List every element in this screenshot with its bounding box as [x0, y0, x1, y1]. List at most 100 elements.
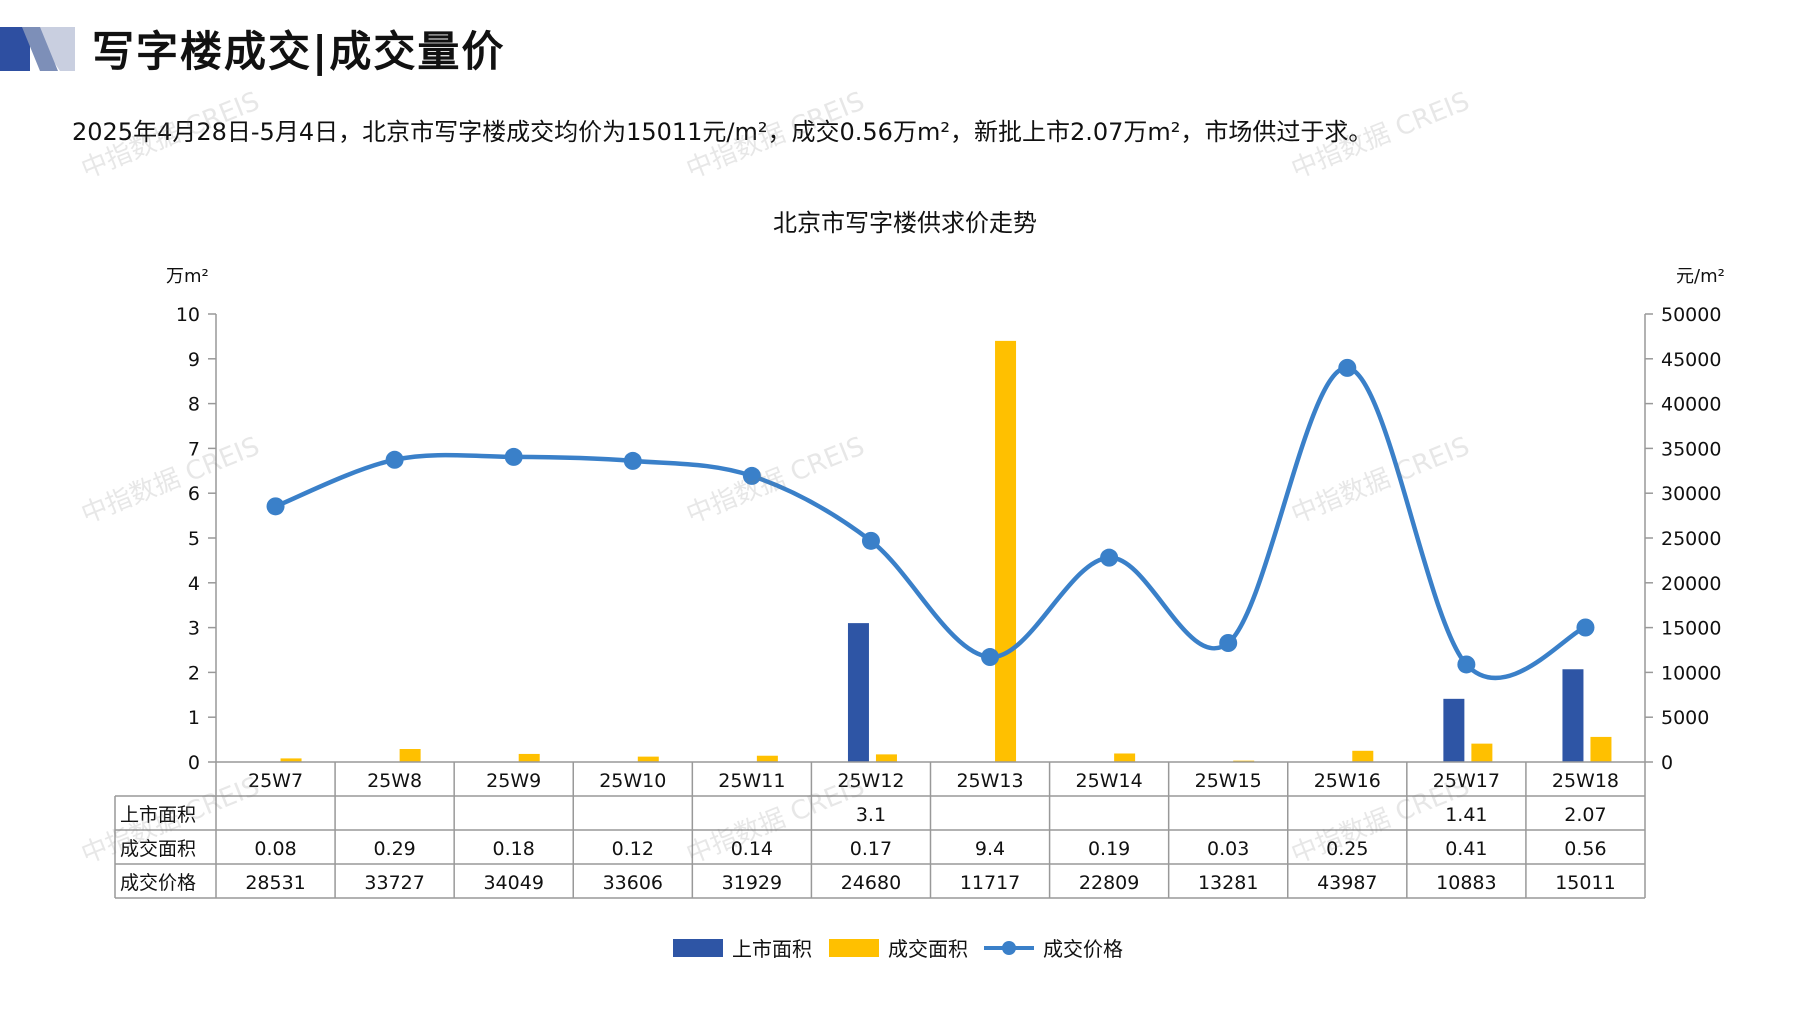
- y-right-tick-label: 25000: [1661, 528, 1721, 550]
- table-cell: 34049: [483, 872, 543, 894]
- table-cell: 0.03: [1207, 838, 1249, 860]
- bar-sold: [1352, 750, 1374, 762]
- bar-supply: [1443, 698, 1465, 762]
- table-cell: 1.41: [1445, 804, 1487, 826]
- table-cell: 0.29: [373, 838, 415, 860]
- table-cell: 28531: [245, 872, 305, 894]
- category-label: 25W15: [1195, 770, 1262, 792]
- price-point: [1219, 634, 1238, 653]
- table-row-header: 成交价格: [120, 872, 196, 894]
- y-right-tick-label: 20000: [1661, 573, 1721, 595]
- price-point: [1100, 548, 1119, 567]
- y-right-tick-label: 40000: [1661, 394, 1721, 416]
- category-label: 25W11: [718, 770, 785, 792]
- table-cell: 11717: [960, 872, 1020, 894]
- table-cell: 43987: [1317, 872, 1377, 894]
- table-cell: 0.17: [850, 838, 892, 860]
- y-right-tick-label: 50000: [1661, 304, 1721, 326]
- category-label: 25W9: [486, 770, 541, 792]
- legend-label-supply: 上市面积: [732, 937, 812, 961]
- bar-sold: [637, 756, 659, 762]
- table-cell: 10883: [1436, 872, 1496, 894]
- y-left-tick-label: 3: [188, 618, 200, 640]
- y-left-tick-label: 9: [188, 349, 200, 371]
- price-point: [981, 648, 1000, 667]
- table-cell: 0.41: [1445, 838, 1487, 860]
- category-label: 25W12: [837, 770, 904, 792]
- y-left-tick-label: 5: [188, 528, 200, 550]
- table-cell: 31929: [722, 872, 782, 894]
- table-cell: 0.14: [731, 838, 773, 860]
- table-cell: 0.19: [1088, 838, 1130, 860]
- price-point: [1338, 358, 1357, 377]
- bar-sold: [399, 749, 421, 762]
- y-right-tick-label: 5000: [1661, 707, 1709, 729]
- summary-text: 2025年4月28日-5月4日，北京市写字楼成交均价为15011元/m²，成交0…: [72, 118, 1373, 146]
- y-right-tick-label: 0: [1661, 752, 1673, 774]
- y-right-tick-label: 30000: [1661, 483, 1721, 505]
- y-right-tick-label: 10000: [1661, 662, 1721, 684]
- bar-supply: [847, 623, 869, 762]
- price-point: [1457, 655, 1476, 674]
- table-cell: 0.12: [612, 838, 654, 860]
- category-label: 25W10: [599, 770, 666, 792]
- table-cell: 15011: [1555, 872, 1615, 894]
- y-left-tick-label: 10: [176, 304, 200, 326]
- category-label: 25W16: [1314, 770, 1381, 792]
- y-right-unit: 元/m²: [1676, 266, 1725, 287]
- table-row-header: 成交面积: [120, 838, 196, 860]
- price-point: [385, 450, 404, 469]
- legend-marker-price: [1002, 941, 1016, 955]
- table-cell: 9.4: [975, 838, 1005, 860]
- bar-sold: [1471, 743, 1493, 762]
- table-cell: 0.08: [254, 838, 296, 860]
- legend-label-sold: 成交面积: [888, 937, 968, 961]
- y-right-tick-label: 35000: [1661, 438, 1721, 460]
- category-label: 25W7: [248, 770, 303, 792]
- y-left-tick-label: 8: [188, 394, 200, 416]
- table-cell: 0.56: [1564, 838, 1606, 860]
- page-title: 写字楼成交|成交量价: [92, 27, 506, 76]
- bar-sold: [280, 758, 302, 762]
- price-point: [266, 497, 285, 516]
- table-cell: 33727: [364, 872, 424, 894]
- table-cell: 2.07: [1564, 804, 1606, 826]
- category-label: 25W8: [367, 770, 422, 792]
- bar-sold: [1114, 753, 1136, 762]
- bar-sold: [875, 754, 897, 762]
- y-left-tick-label: 2: [188, 662, 200, 684]
- y-right-tick-label: 15000: [1661, 618, 1721, 640]
- table-cell: 3.1: [856, 804, 886, 826]
- legend-label-price: 成交价格: [1043, 937, 1123, 961]
- y-left-tick-label: 7: [188, 438, 200, 460]
- header-logo-mark: [0, 27, 75, 71]
- bar-supply: [1562, 669, 1584, 762]
- bar-sold: [518, 753, 540, 762]
- y-right-tick-label: 45000: [1661, 349, 1721, 371]
- table-cell: 13281: [1198, 872, 1258, 894]
- table-row-header: 上市面积: [120, 804, 196, 826]
- price-point: [623, 451, 642, 470]
- price-point: [742, 466, 761, 485]
- category-label: 25W14: [1076, 770, 1143, 792]
- y-left-tick-label: 4: [188, 573, 200, 595]
- price-line: [274, 365, 1587, 681]
- y-left-tick-label: 6: [188, 483, 200, 505]
- table-cell: 0.25: [1326, 838, 1368, 860]
- price-point: [861, 531, 880, 550]
- category-label: 25W18: [1552, 770, 1619, 792]
- price-point: [1576, 618, 1595, 637]
- table-cell: 22809: [1079, 872, 1139, 894]
- category-label: 25W17: [1433, 770, 1500, 792]
- legend-swatch-supply: [673, 939, 723, 957]
- bar-sold: [1590, 736, 1612, 762]
- bar-sold: [995, 340, 1017, 762]
- table-cell: 0.18: [493, 838, 535, 860]
- y-left-tick-label: 1: [188, 707, 200, 729]
- y-left-unit: 万m²: [166, 266, 209, 287]
- chart-title: 北京市写字楼供求价走势: [773, 209, 1037, 237]
- bar-sold: [756, 755, 778, 762]
- y-left-tick-label: 0: [188, 752, 200, 774]
- table-cell: 24680: [841, 872, 901, 894]
